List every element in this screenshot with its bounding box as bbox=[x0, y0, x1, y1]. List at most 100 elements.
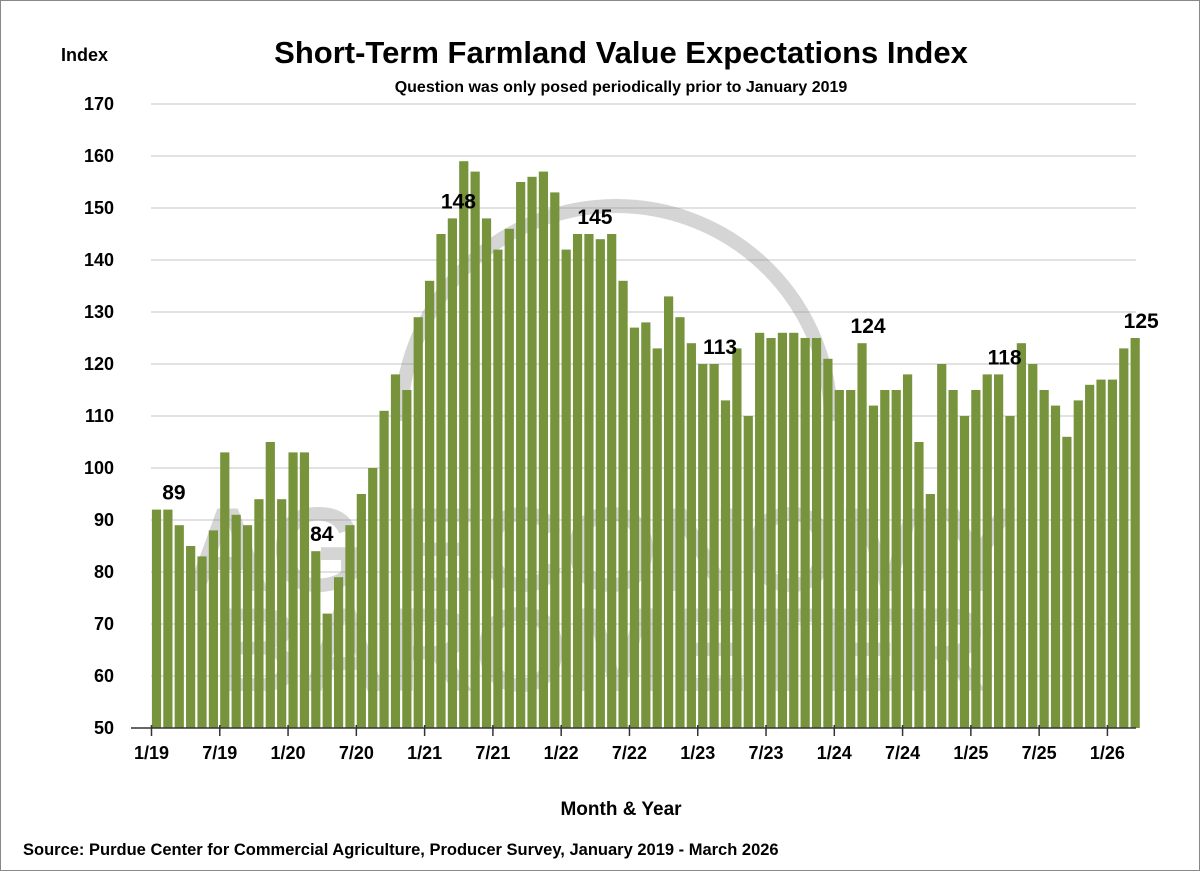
bar bbox=[402, 390, 412, 728]
bar bbox=[254, 499, 264, 728]
bar bbox=[1130, 338, 1140, 728]
bar bbox=[538, 171, 549, 729]
bar bbox=[151, 509, 162, 728]
x-tick-label: 7/20 bbox=[339, 743, 374, 763]
bar bbox=[572, 234, 583, 728]
bar bbox=[868, 405, 879, 728]
y-tick-label: 80 bbox=[94, 562, 114, 582]
bar bbox=[994, 374, 1004, 728]
bar bbox=[527, 176, 537, 729]
bar bbox=[641, 322, 651, 728]
bar bbox=[982, 374, 992, 728]
bar bbox=[732, 348, 742, 728]
bar bbox=[322, 613, 332, 728]
bar bbox=[208, 530, 218, 728]
data-label: 118 bbox=[988, 346, 1022, 369]
bar bbox=[652, 348, 662, 728]
x-tick-label: 1/24 bbox=[817, 743, 852, 763]
data-label: 113 bbox=[703, 336, 737, 359]
y-tick-label: 130 bbox=[84, 302, 114, 322]
x-axis-label: Month & Year bbox=[560, 799, 682, 820]
bar bbox=[595, 239, 605, 728]
chart-title: Short-Term Farmland Value Expectations I… bbox=[274, 35, 968, 70]
bar bbox=[1073, 400, 1083, 728]
bar bbox=[481, 218, 492, 728]
y-tick-label: 70 bbox=[94, 614, 114, 634]
bar bbox=[880, 390, 890, 728]
bar bbox=[766, 338, 776, 728]
bar bbox=[800, 338, 810, 728]
bar bbox=[686, 343, 696, 728]
bar bbox=[561, 249, 571, 728]
y-axis-label: Index bbox=[61, 45, 109, 65]
x-tick-label: 1/23 bbox=[680, 743, 715, 763]
bar bbox=[959, 416, 970, 728]
bar bbox=[186, 546, 196, 728]
x-tick-label: 1/19 bbox=[134, 743, 169, 763]
x-tick-label: 7/19 bbox=[202, 743, 237, 763]
y-tick-label: 170 bbox=[84, 94, 114, 114]
bar bbox=[698, 364, 708, 728]
bar bbox=[550, 192, 560, 728]
bar bbox=[459, 161, 469, 728]
bar bbox=[937, 364, 947, 728]
x-tick-label: 7/23 bbox=[748, 743, 783, 763]
bar bbox=[379, 410, 389, 728]
bar bbox=[390, 374, 401, 728]
data-label: 84 bbox=[310, 523, 334, 546]
data-label: 124 bbox=[851, 315, 886, 338]
bar bbox=[834, 390, 844, 728]
bar bbox=[425, 280, 435, 728]
bar bbox=[1028, 364, 1038, 728]
bar bbox=[436, 234, 446, 728]
data-label: 145 bbox=[577, 206, 612, 229]
bar bbox=[846, 390, 856, 728]
bar bbox=[1005, 416, 1015, 728]
bar bbox=[1039, 390, 1049, 728]
bar bbox=[971, 390, 981, 728]
x-tick-label: 1/21 bbox=[407, 743, 442, 763]
bar bbox=[356, 494, 366, 728]
data-label: 148 bbox=[441, 190, 476, 213]
data-label: 89 bbox=[162, 482, 185, 505]
bar bbox=[1085, 384, 1095, 728]
bar bbox=[163, 509, 173, 728]
bar bbox=[288, 452, 298, 728]
bar bbox=[607, 234, 617, 728]
bar bbox=[1016, 343, 1026, 728]
bar bbox=[891, 390, 901, 728]
bar bbox=[948, 390, 958, 728]
bar bbox=[902, 374, 913, 728]
bar bbox=[174, 525, 184, 728]
bar bbox=[1096, 379, 1106, 728]
bar bbox=[618, 280, 628, 728]
y-tick-label: 150 bbox=[84, 198, 114, 218]
bar bbox=[857, 343, 867, 728]
bar bbox=[675, 317, 685, 728]
bar bbox=[470, 171, 480, 729]
x-tick-label: 7/22 bbox=[612, 743, 647, 763]
bar bbox=[231, 514, 241, 728]
x-tick-label: 7/25 bbox=[1022, 743, 1057, 763]
bar bbox=[368, 468, 378, 728]
y-tick-label: 60 bbox=[94, 666, 114, 686]
x-tick-label: 1/22 bbox=[544, 743, 579, 763]
bar bbox=[789, 332, 799, 728]
bar bbox=[333, 577, 344, 728]
x-tick-label: 1/26 bbox=[1090, 743, 1125, 763]
chart-subtitle: Question was only posed periodically pri… bbox=[394, 79, 848, 96]
bar bbox=[277, 499, 287, 728]
bar bbox=[1119, 348, 1129, 728]
x-tick-label: 7/24 bbox=[885, 743, 920, 763]
bar bbox=[777, 332, 787, 728]
bar bbox=[1062, 436, 1072, 728]
y-tick-label: 110 bbox=[85, 406, 114, 426]
bar bbox=[1050, 405, 1061, 728]
y-tick-label: 160 bbox=[84, 146, 114, 166]
bar bbox=[197, 556, 207, 728]
bar bbox=[345, 525, 355, 728]
bar bbox=[629, 327, 640, 728]
x-tick-label: 7/21 bbox=[475, 743, 510, 763]
x-tick-label: 1/25 bbox=[953, 743, 988, 763]
